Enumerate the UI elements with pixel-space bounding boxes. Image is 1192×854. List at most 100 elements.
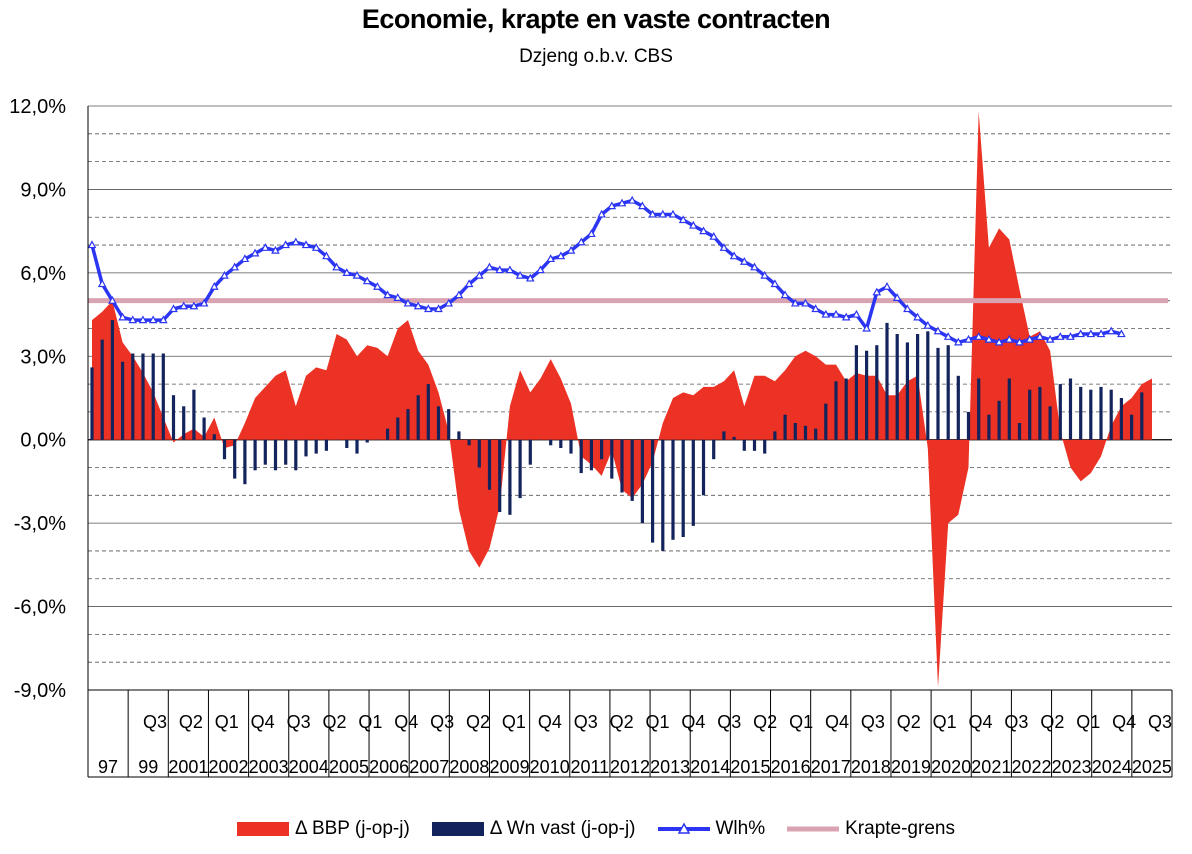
unemployment-point	[1086, 329, 1096, 338]
contracts-bar	[905, 342, 909, 440]
contracts-bar	[1038, 386, 1042, 440]
unemployment-point	[250, 248, 260, 257]
y-tick-label: 9,0%	[20, 179, 66, 201]
contracts-bar	[212, 434, 216, 440]
contracts-bar	[477, 439, 481, 468]
unemployment-point	[617, 198, 627, 207]
unemployment-point	[454, 290, 464, 299]
legend-item-unemployment: Wlh%	[657, 818, 766, 840]
unemployment-point	[97, 279, 107, 288]
unemployment-point	[821, 309, 831, 318]
x-quarter-label: Q2	[753, 712, 777, 732]
unemployment-point	[1035, 332, 1045, 340]
unemployment-point	[913, 312, 922, 321]
x-quarter-label: Q1	[502, 712, 526, 732]
contracts-bar	[1079, 386, 1083, 440]
contracts-bar	[1119, 398, 1123, 440]
unemployment-point	[1066, 332, 1075, 340]
contracts-bar	[844, 378, 848, 440]
contracts-bar	[926, 331, 930, 440]
contracts-bar	[294, 439, 298, 471]
legend-swatch-threshold	[787, 826, 840, 832]
contracts-bar	[987, 414, 991, 440]
contracts-bar	[100, 339, 104, 440]
x-year-label: 2007	[409, 757, 449, 777]
x-quarter-label: Q4	[681, 712, 705, 732]
y-tick-label: 3,0%	[20, 346, 66, 368]
contracts-bar	[222, 439, 227, 460]
contracts-bar	[865, 350, 869, 440]
contracts-bar	[121, 361, 125, 440]
unemployment-point	[750, 262, 759, 271]
contracts-bar	[630, 439, 634, 501]
contracts-bar	[161, 353, 165, 440]
unemployment-point	[189, 301, 199, 310]
contracts-bar	[498, 439, 502, 512]
unemployment-point	[1106, 326, 1116, 335]
contracts-bar	[610, 439, 614, 479]
x-quarter-label: Q3	[287, 712, 311, 732]
contracts-bar	[691, 439, 695, 526]
unemployment-point	[831, 309, 841, 318]
contracts-bar	[1028, 389, 1032, 440]
contracts-bar	[335, 439, 339, 441]
unemployment-point	[852, 309, 861, 318]
x-quarter-label: Q2	[610, 712, 634, 732]
x-year-label: 2019	[891, 757, 931, 777]
unemployment-point	[199, 298, 209, 307]
contracts-bar	[345, 439, 349, 448]
contracts-bar	[1089, 389, 1093, 440]
unemployment-point	[505, 265, 515, 274]
unemployment-point	[1076, 329, 1085, 338]
x-year-label: 2003	[249, 757, 289, 777]
x-quarter-label: Q3	[1004, 712, 1028, 732]
unemployment-point	[342, 268, 352, 276]
x-year-label: 2020	[931, 757, 971, 777]
x-quarter-label: Q3	[143, 712, 167, 732]
unemployment-point	[964, 334, 973, 343]
contracts-bar	[763, 439, 767, 454]
contracts-bar	[131, 353, 135, 440]
x-year-label: 2016	[771, 757, 811, 777]
unemployment-point	[648, 209, 657, 218]
contracts-bar	[732, 436, 736, 440]
y-tick-label: -9,0%	[14, 680, 66, 702]
unemployment-point	[169, 304, 178, 313]
x-quarter-label: Q4	[538, 712, 562, 732]
unemployment-point	[474, 270, 484, 279]
unemployment-point	[1004, 334, 1014, 343]
contracts-bar	[997, 400, 1001, 440]
x-year-label: 97	[98, 757, 118, 777]
contracts-bar	[1007, 378, 1011, 440]
legend-swatch-contracts	[431, 822, 484, 836]
contracts-bar	[814, 428, 818, 440]
x-quarter-label: Q3	[574, 712, 598, 732]
contracts-bar	[875, 345, 879, 440]
x-year-label: 2002	[208, 757, 248, 777]
x-year-label: 2022	[1011, 757, 1051, 777]
y-tick-label: 6,0%	[20, 263, 66, 285]
x-quarter-label: Q4	[251, 712, 275, 732]
contracts-bar	[1140, 392, 1144, 440]
unemployment-point	[362, 276, 372, 285]
contracts-bar	[600, 439, 604, 460]
unemployment-point	[148, 315, 158, 324]
x-quarter-label: Q1	[215, 712, 239, 732]
unemployment-point	[1045, 334, 1055, 343]
contracts-bar	[324, 439, 328, 451]
x-quarter-label: Q1	[1076, 712, 1100, 732]
contracts-bar	[365, 439, 369, 443]
contracts-bar	[243, 439, 247, 485]
contracts-bar	[396, 417, 400, 440]
x-quarter-label: Q1	[933, 712, 957, 732]
contracts-bar	[916, 334, 920, 440]
unemployment-point	[566, 245, 576, 254]
x-quarter-label: Q4	[1112, 712, 1136, 732]
unemployment-point	[159, 315, 168, 324]
unemployment-point	[933, 326, 943, 335]
contracts-bar	[1048, 406, 1052, 440]
contracts-bar	[1068, 378, 1073, 440]
contracts-bar	[202, 417, 206, 440]
legend-label-unemployment: Wlh%	[715, 818, 766, 839]
unemployment-line-series	[87, 195, 1126, 346]
